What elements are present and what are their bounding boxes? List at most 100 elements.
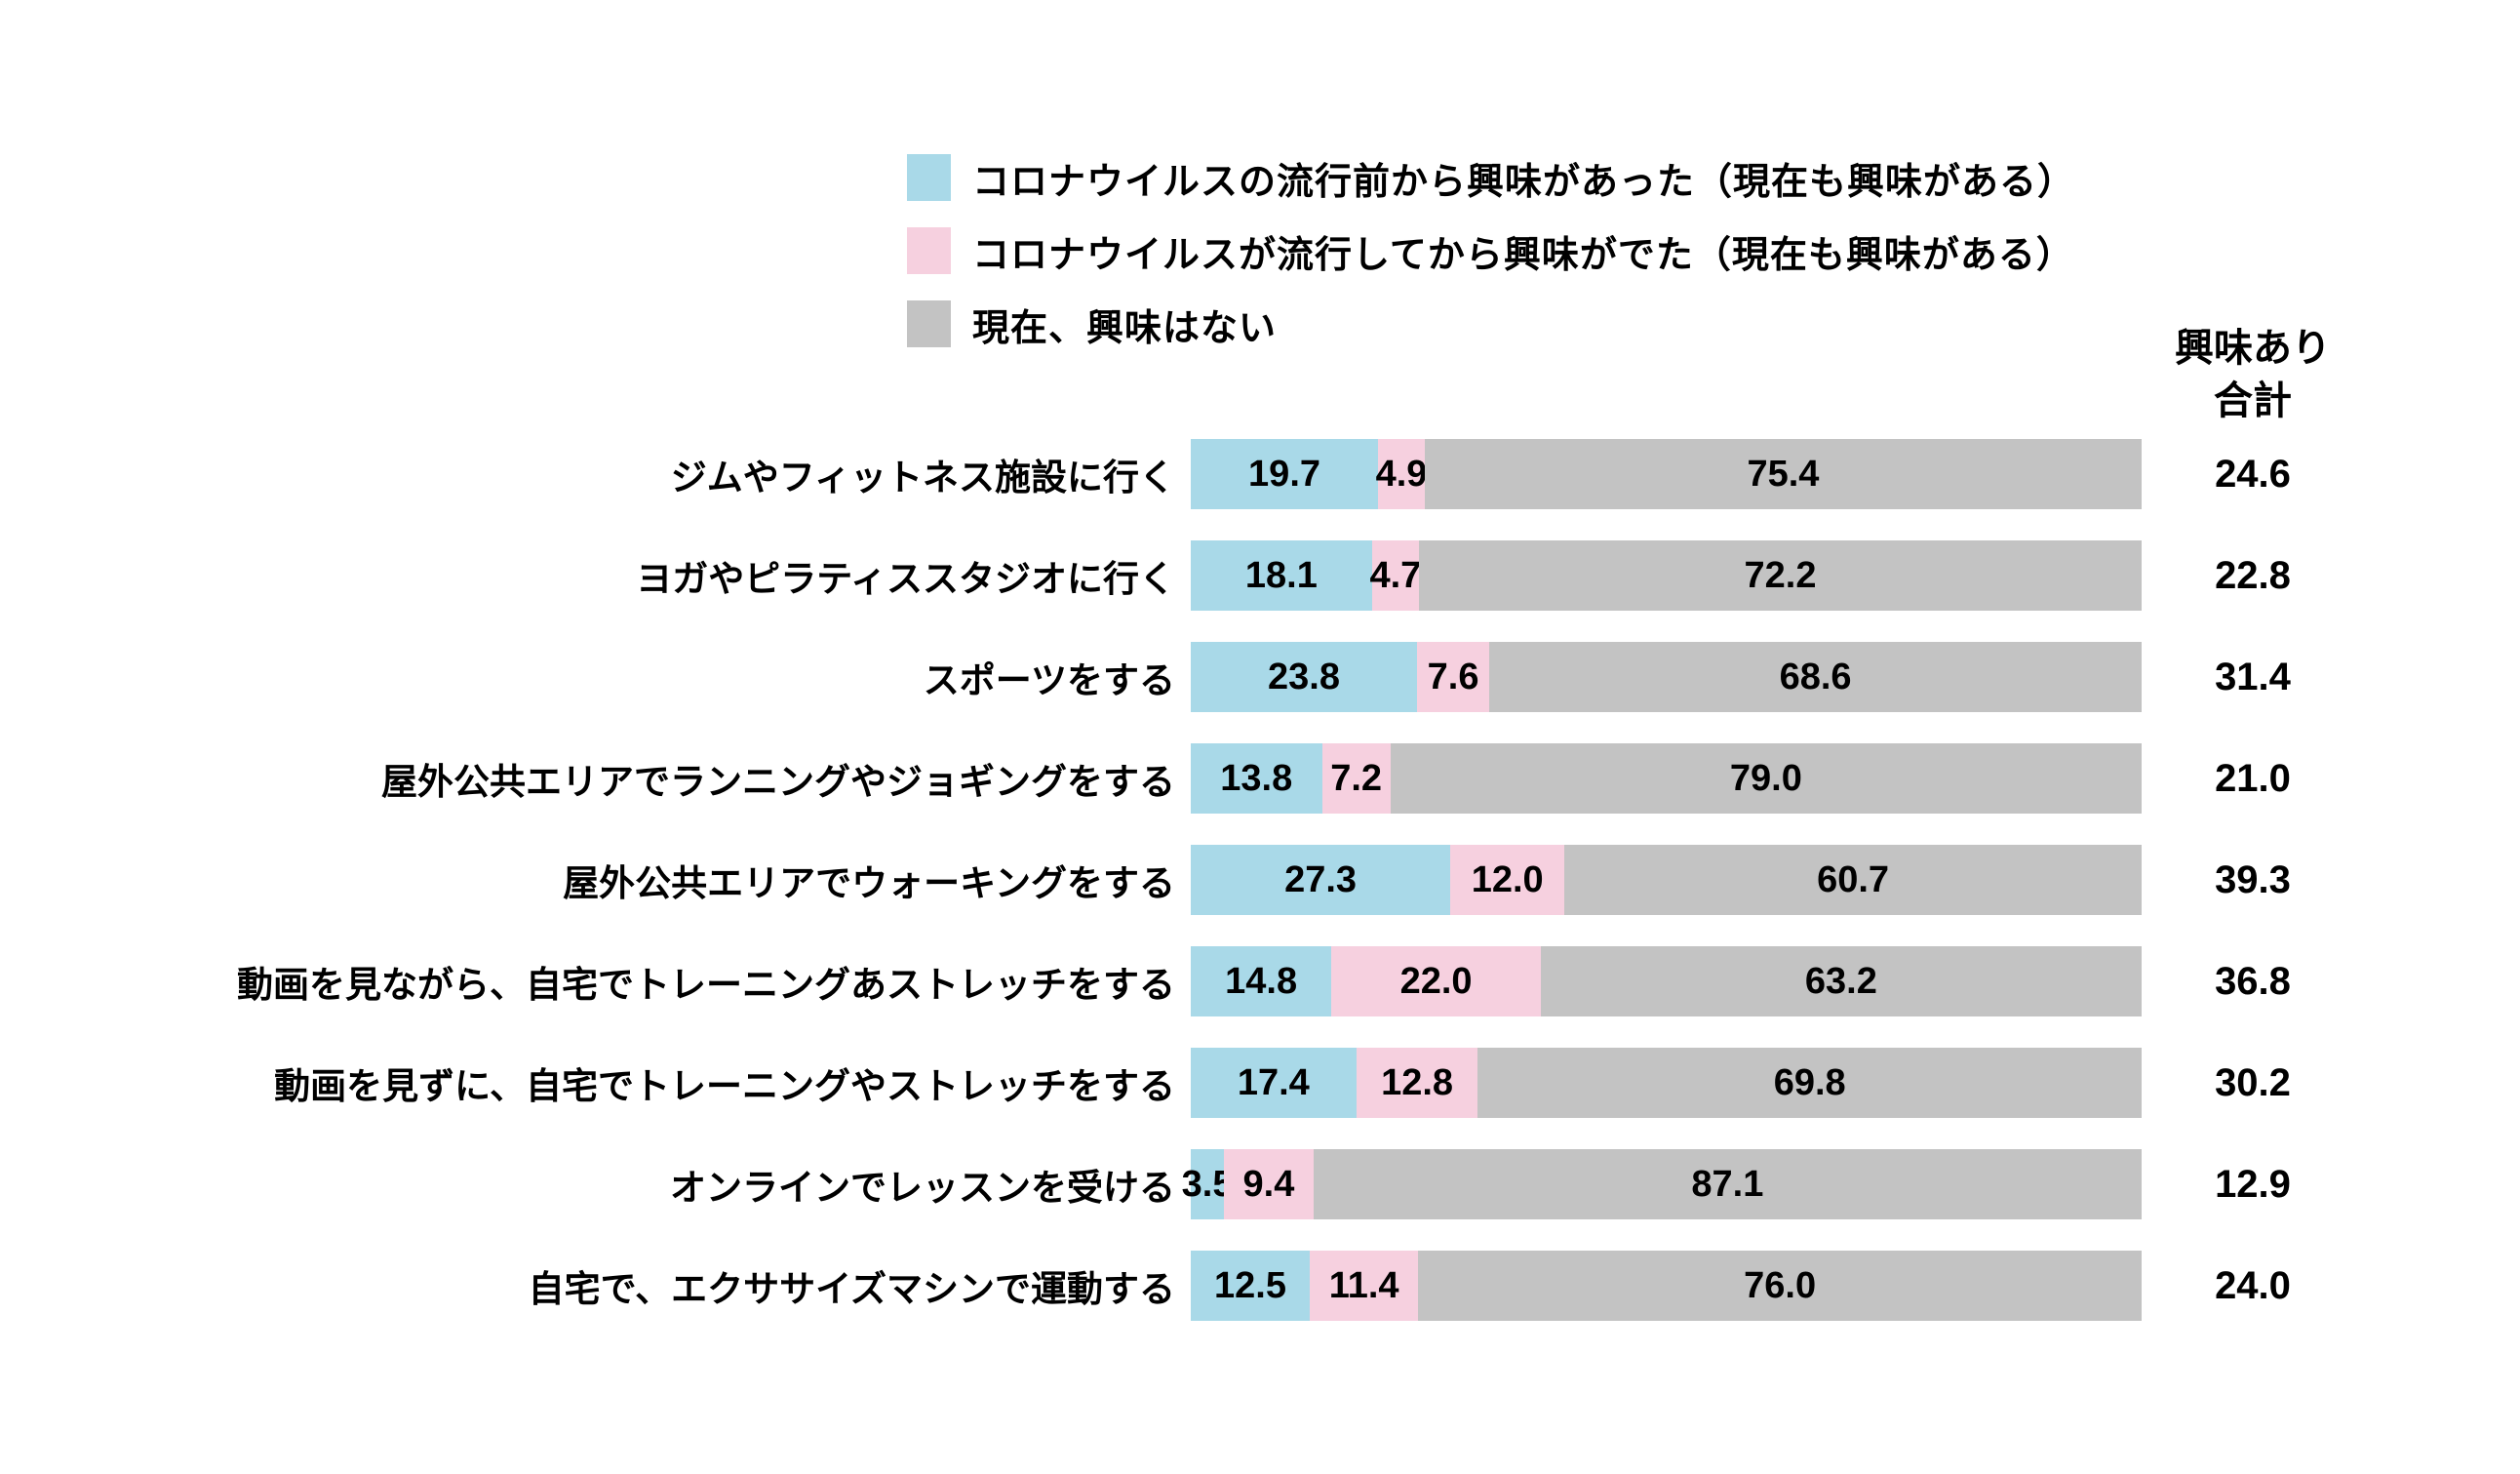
legend-label: コロナウイルスが流行してから興味がでた（現在も興味がある）: [972, 234, 2074, 276]
chart-row: ヨガやピラティススタジオに行く 18.1 4.7 72.2 22.8: [0, 525, 2520, 626]
bar-track: 18.1 4.7 72.2: [1191, 540, 2142, 611]
segment-value: 68.6: [1779, 656, 1852, 697]
bar-segment-no-interest: 60.7: [1564, 845, 2142, 915]
segment-value: 12.5: [1214, 1264, 1286, 1306]
segment-value: 4.9: [1375, 453, 1428, 495]
row-label: 動画を見ずに、自宅でトレーニングやストレッチをする: [274, 1066, 1175, 1106]
row-total: 30.2: [2215, 1060, 2291, 1104]
segment-value: 87.1: [1691, 1163, 1764, 1205]
segment-value: 7.6: [1427, 656, 1479, 697]
row-total: 36.8: [2215, 959, 2291, 1003]
totals-header: 興味あり 合計: [2142, 322, 2364, 427]
chart-row: スポーツをする 23.8 7.6 68.6 31.4: [0, 626, 2520, 728]
legend-item-post-covid: コロナウイルスが流行してから興味がでた（現在も興味がある）: [907, 227, 2075, 276]
legend-label: コロナウイルスの流行前から興味があった（現在も興味がある）: [972, 161, 2076, 203]
segment-value: 11.4: [1328, 1264, 1399, 1306]
segment-value: 63.2: [1804, 960, 1877, 1002]
bar-segment-pre-covid: 14.8: [1191, 946, 1332, 1016]
bar-track: 3.5 9.4 87.1: [1182, 1149, 2142, 1219]
chart-row: オンラインでレッスンを受ける 3.5 9.4 87.1 12.9: [0, 1134, 2520, 1235]
chart-row: 屋外公共エリアでランニングやジョギングをする 13.8 7.2 79.0 21.…: [0, 728, 2520, 829]
segment-value: 4.7: [1369, 554, 1422, 596]
segment-value: 12.0: [1471, 858, 1544, 900]
segment-value: 79.0: [1729, 757, 1802, 799]
row-total: 12.9: [2215, 1162, 2291, 1206]
bar-segment-pre-covid: 19.7: [1191, 439, 1379, 509]
bar-segment-no-interest: 79.0: [1390, 743, 2142, 814]
segment-value: 72.2: [1744, 554, 1817, 596]
bar-segment-post-covid: 22.0: [1331, 946, 1541, 1016]
bar-segment-pre-covid: 12.5: [1191, 1251, 1310, 1321]
legend-item-no-interest: 現在、興味はない: [907, 300, 2075, 349]
segment-value: 76.0: [1744, 1264, 1817, 1306]
row-label: 屋外公共エリアでランニングやジョギングをする: [381, 762, 1175, 802]
row-total: 24.6: [2215, 452, 2291, 496]
segment-value: 60.7: [1817, 858, 1890, 900]
bar-segment-no-interest: 63.2: [1540, 946, 2142, 1016]
bar-segment-post-covid: 4.9: [1375, 439, 1428, 509]
bar-segment-post-covid: 12.8: [1356, 1048, 1478, 1118]
bar-track: 14.8 22.0 63.2: [1191, 946, 2142, 1016]
row-label: ジムやフィットネス施設に行く: [670, 458, 1175, 498]
segment-value: 18.1: [1244, 554, 1318, 596]
chart-row: 自宅で、エクササイズマシンで運動する 12.5 11.4 76.0 24.0: [0, 1235, 2520, 1336]
legend-label: 現在、興味はない: [972, 307, 1278, 349]
row-label: 自宅で、エクササイズマシンで運動する: [528, 1269, 1175, 1309]
bar-track: 23.8 7.6 68.6: [1191, 642, 2142, 712]
chart-rows: ジムやフィットネス施設に行く 19.7 4.9 75.4 24.6 ヨガやピラテ…: [0, 423, 2520, 1336]
bar-segment-no-interest: 69.8: [1477, 1048, 2142, 1118]
segment-value: 27.3: [1284, 858, 1358, 900]
legend-swatch-no-interest-icon: [907, 300, 951, 347]
row-label: スポーツをする: [923, 660, 1175, 700]
legend-swatch-pre-covid-icon: [907, 154, 951, 201]
bar-segment-no-interest: 68.6: [1489, 642, 2142, 712]
bar-segment-pre-covid: 18.1: [1191, 540, 1372, 611]
bar-segment-pre-covid: 13.8: [1191, 743, 1322, 814]
totals-header-line1: 興味あり: [2175, 327, 2331, 370]
chart-row: 動画を見ながら、自宅でトレーニングあストレッチをする 14.8 22.0 63.…: [0, 931, 2520, 1032]
bar-segment-pre-covid: 27.3: [1191, 845, 1451, 915]
bar-segment-no-interest: 75.4: [1424, 439, 2143, 509]
bar-segment-pre-covid: 23.8: [1191, 642, 1418, 712]
legend-item-pre-covid: コロナウイルスの流行前から興味があった（現在も興味がある）: [907, 154, 2075, 203]
bar-track: 19.7 4.9 75.4: [1191, 439, 2143, 509]
row-label: 動画を見ながら、自宅でトレーニングあストレッチをする: [237, 965, 1175, 1005]
chart-row: ジムやフィットネス施設に行く 19.7 4.9 75.4 24.6: [0, 423, 2520, 525]
chart-row: 動画を見ずに、自宅でトレーニングやストレッチをする 17.4 12.8 69.8…: [0, 1032, 2520, 1134]
segment-value: 69.8: [1773, 1061, 1846, 1103]
segment-value: 12.8: [1381, 1061, 1454, 1103]
row-label: オンラインでレッスンを受ける: [670, 1168, 1175, 1208]
row-total: 22.8: [2215, 553, 2291, 597]
segment-value: 13.8: [1220, 757, 1293, 799]
row-label: ヨガやピラティススタジオに行く: [636, 559, 1175, 599]
bar-segment-pre-covid: 3.5: [1182, 1149, 1233, 1219]
segment-value: 17.4: [1237, 1061, 1310, 1103]
chart-row: 屋外公共エリアでウォーキングをする 27.3 12.0 60.7 39.3: [0, 829, 2520, 931]
bar-segment-post-covid: 4.7: [1369, 540, 1422, 611]
segment-value: 23.8: [1268, 656, 1340, 697]
totals-header-line2: 合計: [2214, 379, 2292, 422]
row-total: 31.4: [2215, 655, 2291, 698]
segment-value: 19.7: [1248, 453, 1321, 495]
row-total: 39.3: [2215, 857, 2291, 901]
bar-segment-pre-covid: 17.4: [1191, 1048, 1357, 1118]
segment-value: 9.4: [1242, 1163, 1295, 1205]
legend-swatch-post-covid-icon: [907, 227, 951, 274]
row-total: 21.0: [2215, 756, 2291, 800]
segment-value: 14.8: [1225, 960, 1298, 1002]
bar-segment-no-interest: 76.0: [1418, 1251, 2142, 1321]
bar-track: 13.8 7.2 79.0: [1191, 743, 2142, 814]
legend: コロナウイルスの流行前から興味があった（現在も興味がある） コロナウイルスが流行…: [907, 154, 2075, 374]
segment-value: 22.0: [1399, 960, 1473, 1002]
bar-track: 12.5 11.4 76.0: [1191, 1251, 2142, 1321]
bar-segment-no-interest: 72.2: [1419, 540, 2142, 611]
bar-segment-post-covid: 7.2: [1321, 743, 1391, 814]
row-label: 屋外公共エリアでウォーキングをする: [563, 863, 1175, 903]
segment-value: 7.2: [1330, 757, 1383, 799]
segment-value: 75.4: [1747, 453, 1820, 495]
bar-segment-post-covid: 12.0: [1450, 845, 1565, 915]
bar-segment-post-covid: 7.6: [1417, 642, 1490, 712]
bar-segment-post-covid: 9.4: [1224, 1149, 1314, 1219]
bar-track: 17.4 12.8 69.8: [1191, 1048, 2142, 1118]
